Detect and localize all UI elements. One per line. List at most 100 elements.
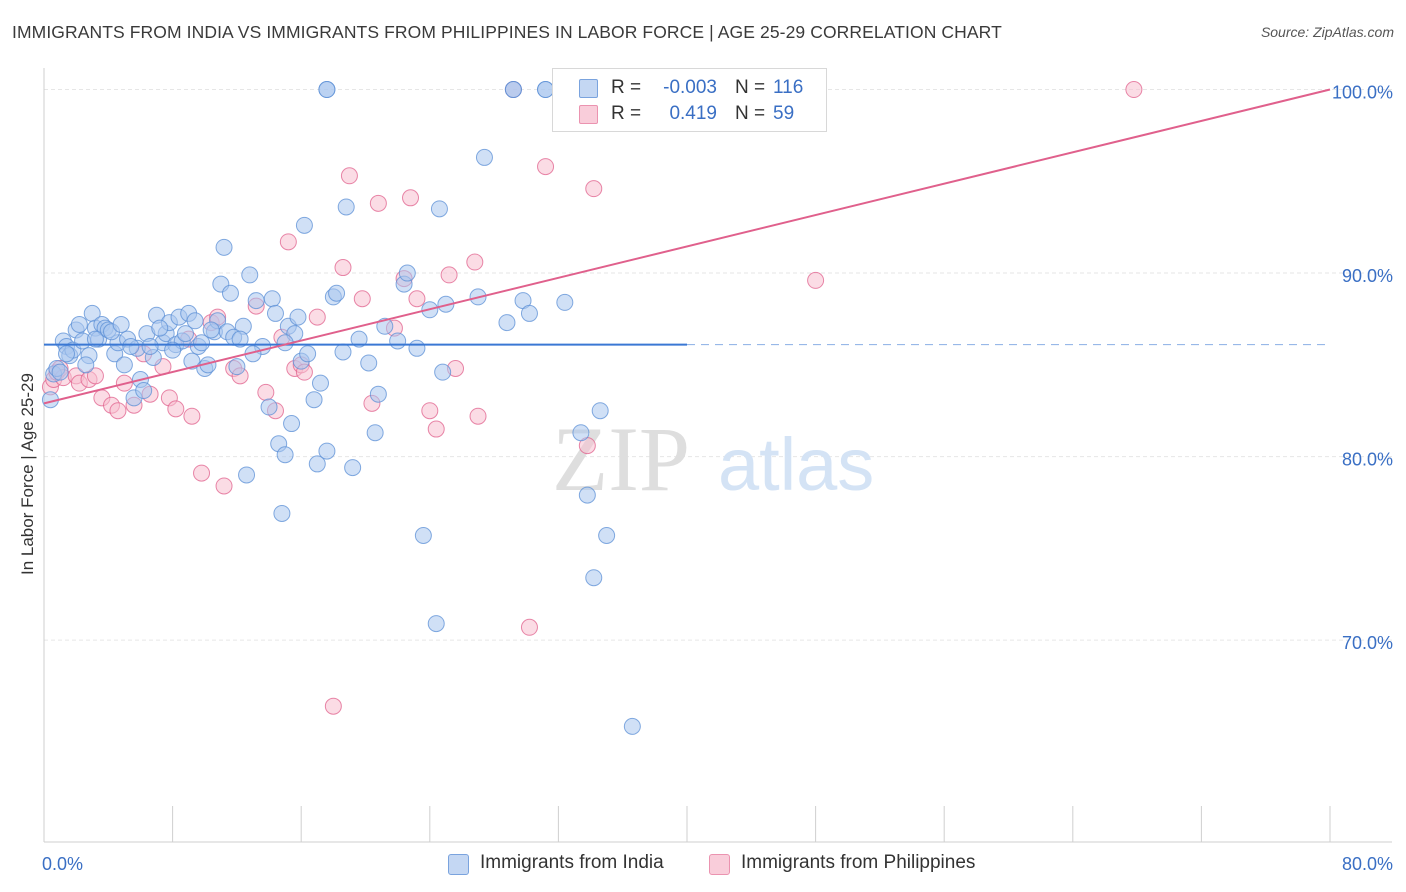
india-point [176,325,194,343]
r-label: R = [611,103,642,124]
gridlines [44,89,1392,641]
philippines-point [109,402,127,420]
philippines-point [537,158,555,176]
india-point [215,238,233,256]
india-point [247,292,265,310]
india-point [276,446,294,464]
philippines-point [215,477,233,495]
watermark-zip: ZIP [552,408,690,510]
philippines-point [257,383,275,401]
philippines-swatch [579,105,598,124]
philippines-point [183,407,201,425]
n-value: 116 [773,77,804,98]
source-credit: Source: ZipAtlas.com [1260,24,1394,40]
philippines-point [324,697,342,715]
india-point [51,363,69,381]
india-point [344,459,362,477]
india-point [115,356,133,374]
points [41,81,1143,735]
chart-title: IMMIGRANTS FROM INDIA VS IMMIGRANTS FROM… [12,22,1002,42]
india-point [430,200,448,218]
philippines-point [402,189,420,207]
india-point [350,330,368,348]
india-point [186,312,204,330]
y-tick-label: 100.0% [1332,83,1393,103]
r-label: R = [611,77,642,98]
india-swatch [579,79,598,98]
india-point [520,304,538,322]
india-point [289,308,307,326]
n-value: 59 [773,103,795,124]
philippines-point [421,402,439,420]
india-legend-swatch [448,854,469,875]
india-point [572,424,590,442]
trend-lines [43,88,1331,405]
n-label: N = [735,77,766,98]
india-point [283,415,301,433]
india-point [221,284,239,302]
watermark: ZIP atlas [552,408,874,510]
philippines-point [86,367,104,385]
philippines-point [440,266,458,284]
y-tick-label: 70.0% [1342,633,1393,653]
india-point [334,343,352,361]
india-point [318,81,336,99]
r-value: 0.419 [669,103,717,124]
tick-labels: 70.0% 80.0% 90.0% 100.0% 0.0% 80.0% [42,83,1393,874]
philippines-trend-line [43,88,1331,405]
india-point [135,382,153,400]
philippines-point [308,308,326,326]
philippines-point [1125,81,1143,99]
india-point [202,321,220,339]
india-point [86,330,104,348]
india-point [228,358,246,376]
philippines-point [520,618,538,636]
r-value: -0.003 [663,77,717,98]
india-point [414,527,432,545]
india-point [295,216,313,234]
india-point [598,527,616,545]
philippines-point [466,253,484,271]
india-point [398,264,416,282]
india-point [305,391,323,409]
philippines-legend-label: Immigrants from Philippines [741,852,976,873]
india-point [151,319,169,337]
india-point [70,315,88,333]
india-point [193,334,211,352]
india-point [585,569,603,587]
india-point [308,455,326,473]
philippines-point [334,259,352,277]
stats-row-india: R = -0.003 N = 116 [553,75,826,101]
india-point [260,398,278,416]
india-point [475,148,493,166]
axes [43,68,1392,843]
india-point [318,442,336,460]
india-point [299,345,317,363]
philippines-point [193,464,211,482]
india-point [183,352,201,370]
india-point [623,717,641,735]
india-point [328,284,346,302]
stats-legend: R = -0.003 N = 116 R = 0.419 N = 59 [552,68,827,132]
india-point [266,304,284,322]
philippines-legend-swatch [709,854,730,875]
india-point [591,402,609,420]
philippines-point [369,194,387,212]
y-tick-label: 80.0% [1342,450,1393,470]
philippines-point [807,271,825,289]
india-point [360,354,378,372]
philippines-point [408,290,426,308]
india-point [112,315,130,333]
india-point [504,81,522,99]
x-tick-label: 0.0% [42,854,83,874]
india-point [376,317,394,335]
india-point [164,341,182,359]
india-point [77,356,95,374]
india-point [498,314,516,332]
philippines-point [167,400,185,418]
n-label: N = [735,103,766,124]
india-point [58,345,76,363]
y-tick-label: 90.0% [1342,266,1393,286]
india-legend-label: Immigrants from India [480,852,664,873]
